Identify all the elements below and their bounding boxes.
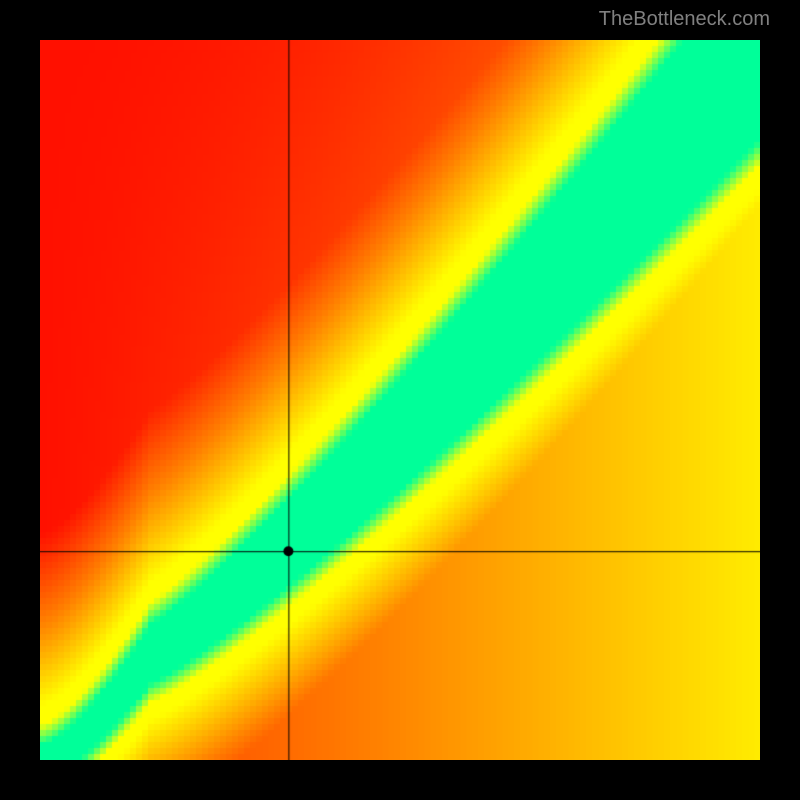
watermark-text: TheBottleneck.com (599, 8, 770, 31)
heatmap-canvas (40, 40, 760, 760)
heatmap-chart (40, 40, 760, 760)
